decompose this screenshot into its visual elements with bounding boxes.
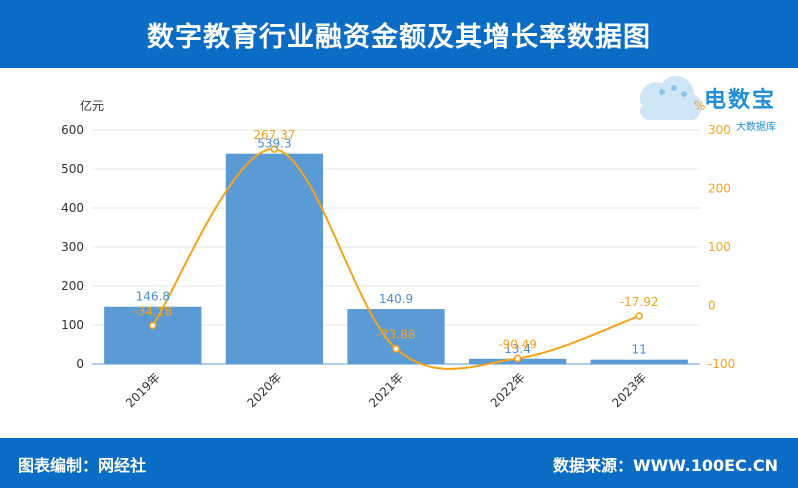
- y-left-tick-label: 200: [61, 279, 84, 293]
- bar-value-label: 146.8: [136, 290, 170, 304]
- line-point: [149, 321, 157, 330]
- footer-bar: 图表编制：网经社 数据来源：WWW.100EC.CN: [0, 438, 798, 488]
- line-point: [270, 145, 279, 153]
- line-value-label: 267.37: [253, 128, 295, 142]
- bar: [590, 359, 688, 364]
- y-right-tick-label: -100: [708, 357, 735, 371]
- chart-title: 数字教育行业融资金额及其增长率数据图: [147, 21, 651, 53]
- logo-sub-text: 大数据库: [736, 122, 776, 133]
- line-value-label: -73.88: [377, 328, 416, 342]
- bar: [104, 306, 202, 364]
- line-point: [635, 312, 643, 320]
- brand-logo: 电数宝 大数据库: [632, 72, 792, 136]
- footer-source: 数据来源：WWW.100EC.CN: [552, 456, 778, 475]
- bar-value-label: 539.3: [257, 137, 291, 151]
- bar-value-label: 13.4: [504, 342, 531, 356]
- footer-credit: 图表编制：网经社: [18, 456, 147, 475]
- growth-rate-line: [151, 148, 640, 370]
- y-left-unit: 亿元: [80, 98, 104, 113]
- x-tick-label: 2019年: [123, 370, 163, 410]
- cloud-logo-icon: [640, 76, 702, 120]
- y-right-unit: %: [694, 99, 705, 113]
- logo-brand-text: 电数宝: [704, 88, 777, 113]
- x-tick-label: 2023年: [609, 370, 649, 410]
- bar-value-label: 11: [632, 343, 647, 357]
- bar: [225, 153, 324, 364]
- y-right-tick-label: 300: [708, 123, 731, 137]
- bar-value-label: 140.9: [379, 292, 413, 306]
- y-right-tick-label: 0: [708, 299, 716, 313]
- line-point: [513, 354, 522, 363]
- y-left-tick-label: 500: [61, 162, 84, 176]
- line-value-label: -34.18: [133, 304, 172, 318]
- line-point: [392, 344, 400, 353]
- y-right-tick-label: 100: [708, 240, 731, 254]
- line-value-label: -17.92: [620, 295, 659, 309]
- header-bar: 数字教育行业融资金额及其增长率数据图: [0, 0, 798, 68]
- bar: [347, 309, 445, 364]
- x-tick-label: 2020年: [245, 370, 285, 410]
- y-left-tick-label: 300: [61, 240, 84, 254]
- y-left-tick-label: 100: [61, 318, 84, 332]
- y-right-tick-label: 200: [708, 182, 731, 196]
- line-value-label: -90.49: [498, 337, 537, 351]
- y-left-tick-label: 0: [76, 357, 84, 371]
- y-left-tick-label: 600: [61, 123, 84, 137]
- chart-area: 0 100 200 300 400 500 600 -100 0 100 200 300 亿元 % 2019…: [61, 98, 735, 410]
- x-tick-label: 2021年: [366, 370, 406, 410]
- y-left-tick-label: 400: [61, 201, 84, 215]
- x-tick-label: 2022年: [488, 370, 528, 410]
